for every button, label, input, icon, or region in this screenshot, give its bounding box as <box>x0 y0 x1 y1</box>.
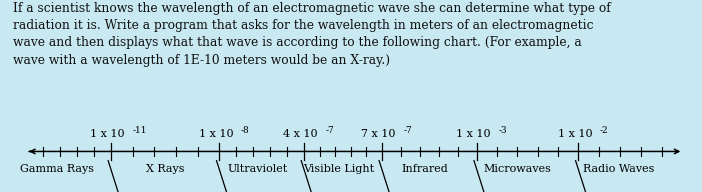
Text: Radio Waves: Radio Waves <box>583 164 655 174</box>
Text: Microwaves: Microwaves <box>484 164 551 174</box>
Text: 1 x 10: 1 x 10 <box>557 129 592 139</box>
Text: 7 x 10: 7 x 10 <box>362 129 396 139</box>
Text: 1 x 10: 1 x 10 <box>90 129 125 139</box>
Text: If a scientist knows the wavelength of an electromagnetic wave she can determine: If a scientist knows the wavelength of a… <box>13 2 610 66</box>
Text: 1 x 10: 1 x 10 <box>199 129 233 139</box>
Text: Visible Light: Visible Light <box>303 164 375 174</box>
Text: 4 x 10: 4 x 10 <box>283 129 318 139</box>
Text: -2: -2 <box>600 126 609 135</box>
Text: -8: -8 <box>241 126 250 135</box>
Text: Ultraviolet: Ultraviolet <box>227 164 288 174</box>
Text: Infrared: Infrared <box>401 164 448 174</box>
Text: 1 x 10: 1 x 10 <box>456 129 491 139</box>
Text: -7: -7 <box>404 126 412 135</box>
Text: -11: -11 <box>133 126 147 135</box>
Text: Gamma Rays: Gamma Rays <box>20 164 93 174</box>
Text: -7: -7 <box>326 126 334 135</box>
Text: X Rays: X Rays <box>146 164 185 174</box>
Text: -3: -3 <box>498 126 507 135</box>
